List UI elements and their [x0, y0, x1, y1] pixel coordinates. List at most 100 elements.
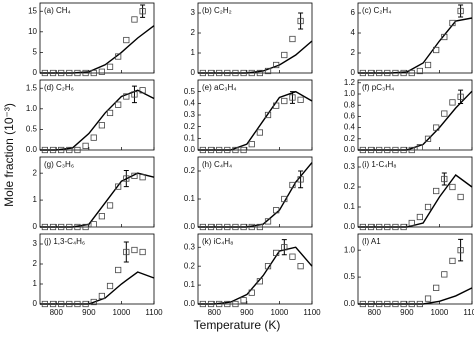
y-tick-label: 1	[191, 48, 196, 57]
experiment-point	[131, 91, 138, 98]
model-line	[198, 162, 313, 228]
experiment-point	[207, 223, 215, 231]
y-tick-label: 0.2	[184, 122, 196, 131]
y-tick-label: 1	[33, 279, 38, 288]
panel-title: (c) C₂H₄	[362, 6, 391, 15]
experiment-point	[115, 183, 122, 190]
experiment-point	[139, 248, 146, 256]
experiment-point	[376, 146, 383, 154]
y-tick-label: 1	[33, 195, 38, 204]
experiment-point	[74, 300, 81, 308]
experiment-point	[224, 300, 231, 308]
y-tick-label: 10	[28, 27, 37, 36]
y-tick-label: 0.0	[184, 145, 196, 154]
x-tick-label: 900	[400, 308, 414, 317]
y-tick-label: 0.4	[184, 98, 196, 107]
y-tick-label: 1.2	[344, 78, 356, 87]
experiment-point	[199, 300, 206, 308]
y-tick-label: 0.1	[184, 194, 196, 203]
y-tick-label: 0.5	[184, 87, 196, 96]
experiment-point	[123, 175, 130, 182]
experiment-point	[256, 278, 263, 285]
experiment-point	[416, 144, 423, 151]
experiment-point	[264, 218, 272, 225]
experiment-point	[256, 129, 263, 136]
plot-frame	[39, 2, 155, 74]
y-tick-label: 2	[33, 259, 38, 268]
experiment-point	[58, 69, 65, 77]
experiment-point	[199, 146, 206, 154]
plot-frame	[39, 79, 155, 151]
experiment-point	[66, 300, 73, 308]
y-tick-label: 0.1	[344, 202, 356, 211]
experiment-point	[367, 146, 375, 154]
experiment-point	[66, 69, 73, 77]
experiment-point	[408, 69, 415, 77]
experiment-point	[400, 300, 407, 308]
y-tick-label: 0.0	[26, 145, 38, 154]
experiment-point	[248, 223, 255, 231]
experiment-point	[41, 69, 48, 77]
experiment-point	[297, 263, 304, 270]
experiment-point	[207, 69, 215, 77]
experiment-point	[441, 175, 448, 183]
experiment-point	[289, 35, 296, 43]
x-tick-label: 800	[368, 308, 382, 317]
experiment-point	[449, 19, 456, 27]
experiment-point	[216, 300, 223, 308]
experiment-point	[392, 223, 399, 231]
experiment-point	[392, 300, 399, 308]
y-tick-label: 0.3	[344, 162, 356, 171]
error-bar	[289, 91, 295, 104]
y-axis-label: Mole fraction (10⁻³)	[2, 103, 16, 207]
experiment-point	[207, 300, 215, 308]
y-tick-label: 0	[191, 68, 196, 77]
experiment-point	[240, 297, 247, 304]
experiment-point	[359, 146, 366, 154]
experiment-point	[384, 146, 391, 154]
experiment-point	[224, 223, 231, 231]
experiment-point	[376, 300, 383, 308]
y-tick-label: 0.8	[344, 100, 356, 109]
experiment-point	[273, 102, 280, 109]
experiment-point	[400, 146, 407, 154]
experiment-point	[66, 146, 73, 154]
experiment-point	[281, 51, 288, 59]
experiment-point	[248, 289, 255, 296]
experiment-point	[289, 94, 296, 101]
experiment-point	[41, 300, 48, 308]
experiment-point	[207, 146, 215, 154]
panel-title: (f) pC₃H₄	[362, 83, 394, 92]
plot-frame	[357, 79, 473, 151]
model-line	[198, 40, 313, 74]
model-line	[358, 174, 473, 228]
model-line	[40, 89, 155, 151]
panel-title: (i) 1-C₄H₈	[362, 160, 397, 169]
y-tick-label: 0.1	[184, 133, 196, 142]
error-bar	[441, 172, 447, 186]
experiment-point	[400, 223, 407, 231]
y-tick-label: 2	[191, 28, 196, 37]
panel-title: (b) C₂H₂	[202, 6, 232, 15]
experiment-point	[256, 69, 263, 77]
experiment-point	[139, 174, 146, 181]
panel-title: (g) C₃H₆	[44, 160, 74, 169]
experiment-point	[90, 69, 97, 77]
experiment-point	[74, 69, 81, 77]
y-tick-label: 0	[33, 68, 38, 77]
experiment-point	[416, 300, 423, 308]
experiment-point	[273, 207, 280, 214]
experiment-point	[139, 8, 146, 15]
experiment-point	[264, 111, 272, 119]
experiment-point	[367, 300, 375, 308]
experiment-point	[82, 223, 89, 231]
experiment-point	[224, 146, 231, 154]
experiment-point	[449, 183, 456, 191]
y-tick-label: 0	[351, 68, 356, 77]
experiment-point	[123, 93, 130, 100]
experiment-point	[216, 146, 223, 154]
experiment-point	[248, 141, 255, 148]
experiment-point	[66, 223, 73, 231]
experiment-point	[392, 69, 399, 77]
